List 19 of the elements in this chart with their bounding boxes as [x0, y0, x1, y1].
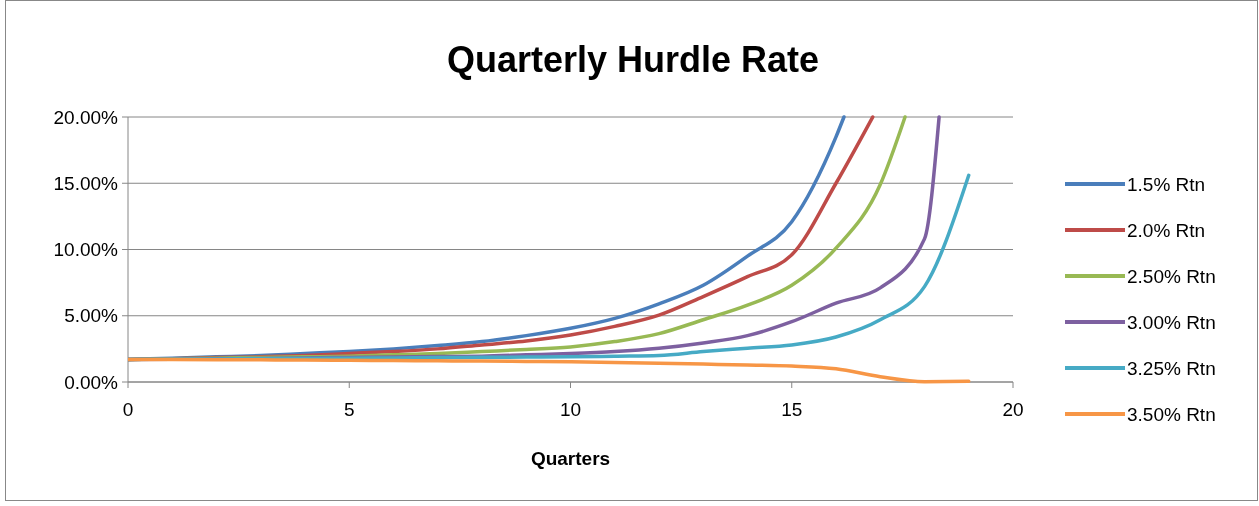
y-tick-label: 10.00%	[53, 239, 119, 261]
line-series	[128, 357, 971, 384]
y-tick-label: 5.00%	[64, 305, 119, 327]
x-tick-label: 20	[1002, 399, 1024, 420]
x-tick-label: 10	[559, 399, 582, 420]
legend-label: 1.5% Rtn	[1127, 173, 1206, 195]
legend-label: 3.00% Rtn	[1127, 311, 1216, 333]
x-tick-label: 5	[343, 399, 355, 420]
y-tick-label: 0.00%	[64, 371, 119, 393]
legend-label: 3.25% Rtn	[1127, 357, 1216, 379]
x-tick-label: 15	[781, 399, 803, 420]
legend-label: 3.50% Rtn	[1127, 403, 1216, 425]
legend-label: 2.0% Rtn	[1127, 219, 1206, 241]
y-tick-label: 15.00%	[53, 172, 119, 194]
x-tick-label: 0	[122, 399, 134, 420]
y-tick-label: 20.00%	[53, 106, 119, 128]
x-axis-title: Quarters	[530, 448, 611, 469]
legend-label: 2.50% Rtn	[1127, 265, 1216, 287]
chart-title: Quarterly Hurdle Rate	[446, 39, 820, 80]
